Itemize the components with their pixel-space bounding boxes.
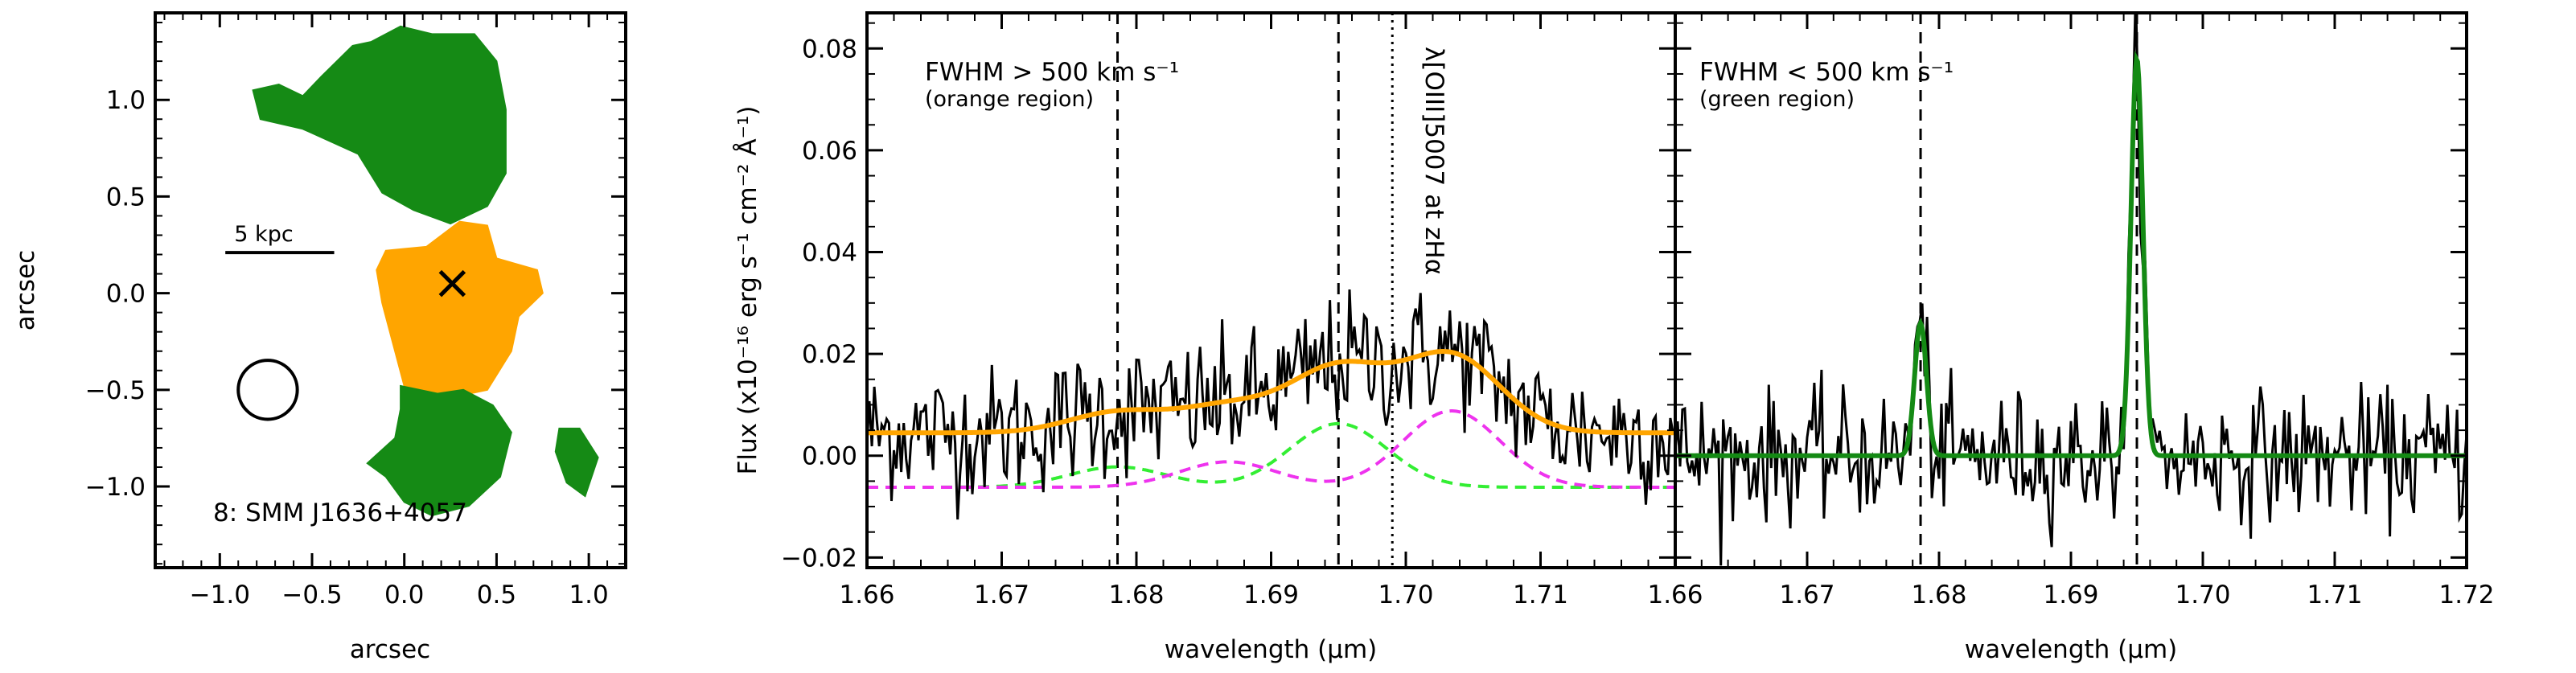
spatial-map-panel: −1.0 −0.5 0.0 0.5 1.0 1.0 0.5 0.0 −0.5 −1.0 8: SM…: [11, 11, 627, 664]
map-scalebar-label: 5 kpc: [234, 222, 293, 247]
map-overlays: [225, 251, 466, 421]
peak-marker: [438, 269, 466, 298]
narrow-spectrum-lines: [1675, 13, 2467, 568]
oiii-wavelength-label: λ[OIII]5007 at zHα: [1419, 47, 1448, 275]
y-tick-label: 0.06: [802, 137, 857, 166]
map-x-tick-label: 1.0: [569, 581, 608, 609]
x-tick-label: 1.66: [839, 581, 894, 609]
map-x-tick-label: −0.5: [281, 581, 342, 609]
map-y-tick-label: 0.0: [106, 280, 146, 309]
x-tick-label: 1.67: [1779, 581, 1834, 609]
map-regions: [252, 25, 599, 517]
region-green-south: [366, 384, 512, 517]
broad-spectrum-ticks: 1.66 1.67 1.68 1.69 1.70 1.71 0.08 0.06 0.04 0.02…: [781, 13, 1676, 609]
narrow-spectrum-panel: 1.66 1.67 1.68 1.69 1.70 1.71 1.72 FWHM < 500 …: [1647, 11, 2495, 664]
beam-circle: [236, 359, 299, 421]
y-tick-label: 0.00: [802, 442, 857, 471]
x-tick-label: 1.66: [1647, 581, 1703, 609]
observed-spectrum: [1675, 13, 2467, 566]
y-tick-label: −0.02: [781, 544, 857, 572]
map-x-axis-label: arcsec: [350, 635, 430, 664]
narrow-region-label: (green region): [1699, 87, 1855, 112]
region-orange-center: [376, 220, 544, 400]
x-tick-label: 1.69: [1243, 581, 1299, 609]
region-green-north: [252, 25, 507, 225]
fit-curve: [867, 349, 1675, 436]
map-x-tick-label: 0.5: [477, 581, 516, 609]
x-tick-label: 1.68: [1911, 581, 1966, 609]
narrow-x-axis-label: wavelength (μm): [1965, 635, 2178, 664]
y-tick-label: 0.02: [802, 340, 857, 369]
y-tick-label: 0.08: [802, 35, 857, 64]
map-y-tick-label: −0.5: [85, 376, 146, 405]
broad-fwhm-label: FWHM > 500 km s⁻¹: [925, 58, 1179, 87]
map-y-axis-label: arcsec: [11, 250, 40, 330]
broad-spectrum-lines: [867, 13, 1675, 568]
x-tick-label: 1.71: [1513, 581, 1568, 609]
map-x-tick-label: −1.0: [190, 581, 250, 609]
observed-spectrum: [867, 289, 1675, 520]
narrow-spectrum-ticks: 1.66 1.67 1.68 1.69 1.70 1.71 1.72: [1647, 13, 2495, 609]
map-y-tick-label: −1.0: [85, 473, 146, 502]
x-tick-label: 1.69: [2043, 581, 2098, 609]
region-green-east: [554, 427, 599, 498]
map-ticks: −1.0 −0.5 0.0 0.5 1.0 1.0 0.5 0.0 −0.5 −1.0: [85, 13, 627, 609]
map-frame: [154, 11, 627, 569]
flux-axis-label: Flux (x10⁻¹⁶ erg s⁻¹ cm⁻² Å⁻¹): [733, 106, 762, 475]
broad-region-label: (orange region): [925, 87, 1094, 112]
map-y-tick-label: 0.5: [106, 183, 146, 211]
broad-spectrum-panel: 1.66 1.67 1.68 1.69 1.70 1.71 0.08 0.06 0.04 0.02…: [733, 11, 1677, 664]
fit-curve: [1675, 51, 2467, 458]
x-tick-label: 1.68: [1108, 581, 1164, 609]
map-x-tick-label: 0.0: [384, 581, 424, 609]
broad-x-axis-label: wavelength (μm): [1165, 635, 1378, 664]
y-tick-label: 0.04: [802, 239, 857, 268]
component-curve: [867, 409, 1675, 489]
map-y-tick-label: 1.0: [106, 86, 146, 115]
x-tick-label: 1.67: [974, 581, 1029, 609]
narrow-fwhm-label: FWHM < 500 km s⁻¹: [1699, 58, 1954, 87]
x-tick-label: 1.72: [2438, 581, 2494, 609]
x-tick-label: 1.70: [2175, 581, 2230, 609]
map-object-label: 8: SMM J1636+4057: [213, 499, 467, 527]
x-tick-label: 1.70: [1378, 581, 1433, 609]
x-tick-label: 1.71: [2307, 581, 2362, 609]
